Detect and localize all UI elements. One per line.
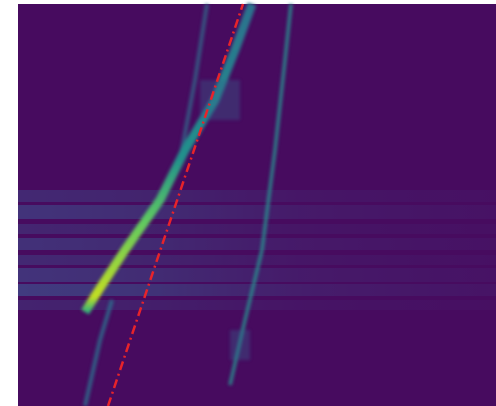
horizontal-bands (18, 190, 496, 310)
heatmap-image (0, 0, 496, 406)
page (0, 0, 496, 406)
